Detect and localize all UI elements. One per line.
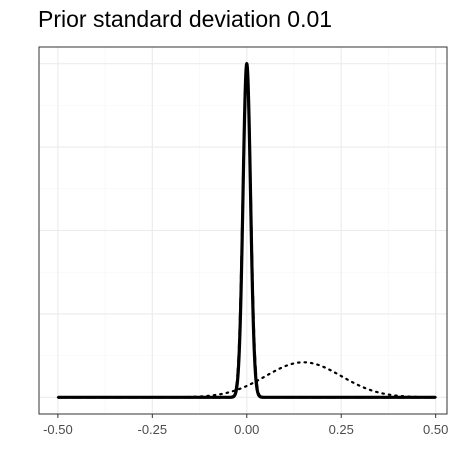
panel-border xyxy=(38,46,448,415)
x-axis-tick-labels: -0.50 -0.25 0.00 0.25 0.50 xyxy=(43,422,448,437)
x-tick-label: 0.50 xyxy=(423,422,448,437)
series-layer xyxy=(56,62,437,399)
x-tick-label: 0.25 xyxy=(329,422,354,437)
x-tick-label: -0.50 xyxy=(43,422,73,437)
series-line-dashed xyxy=(56,69,437,399)
series-line-dotted xyxy=(56,361,437,399)
grid-major xyxy=(39,47,447,414)
x-axis-ticks xyxy=(57,414,437,418)
chart-title: Prior standard deviation 0.01 xyxy=(38,6,333,32)
x-tick-label: -0.25 xyxy=(138,422,168,437)
x-tick-label: 0.00 xyxy=(234,422,259,437)
